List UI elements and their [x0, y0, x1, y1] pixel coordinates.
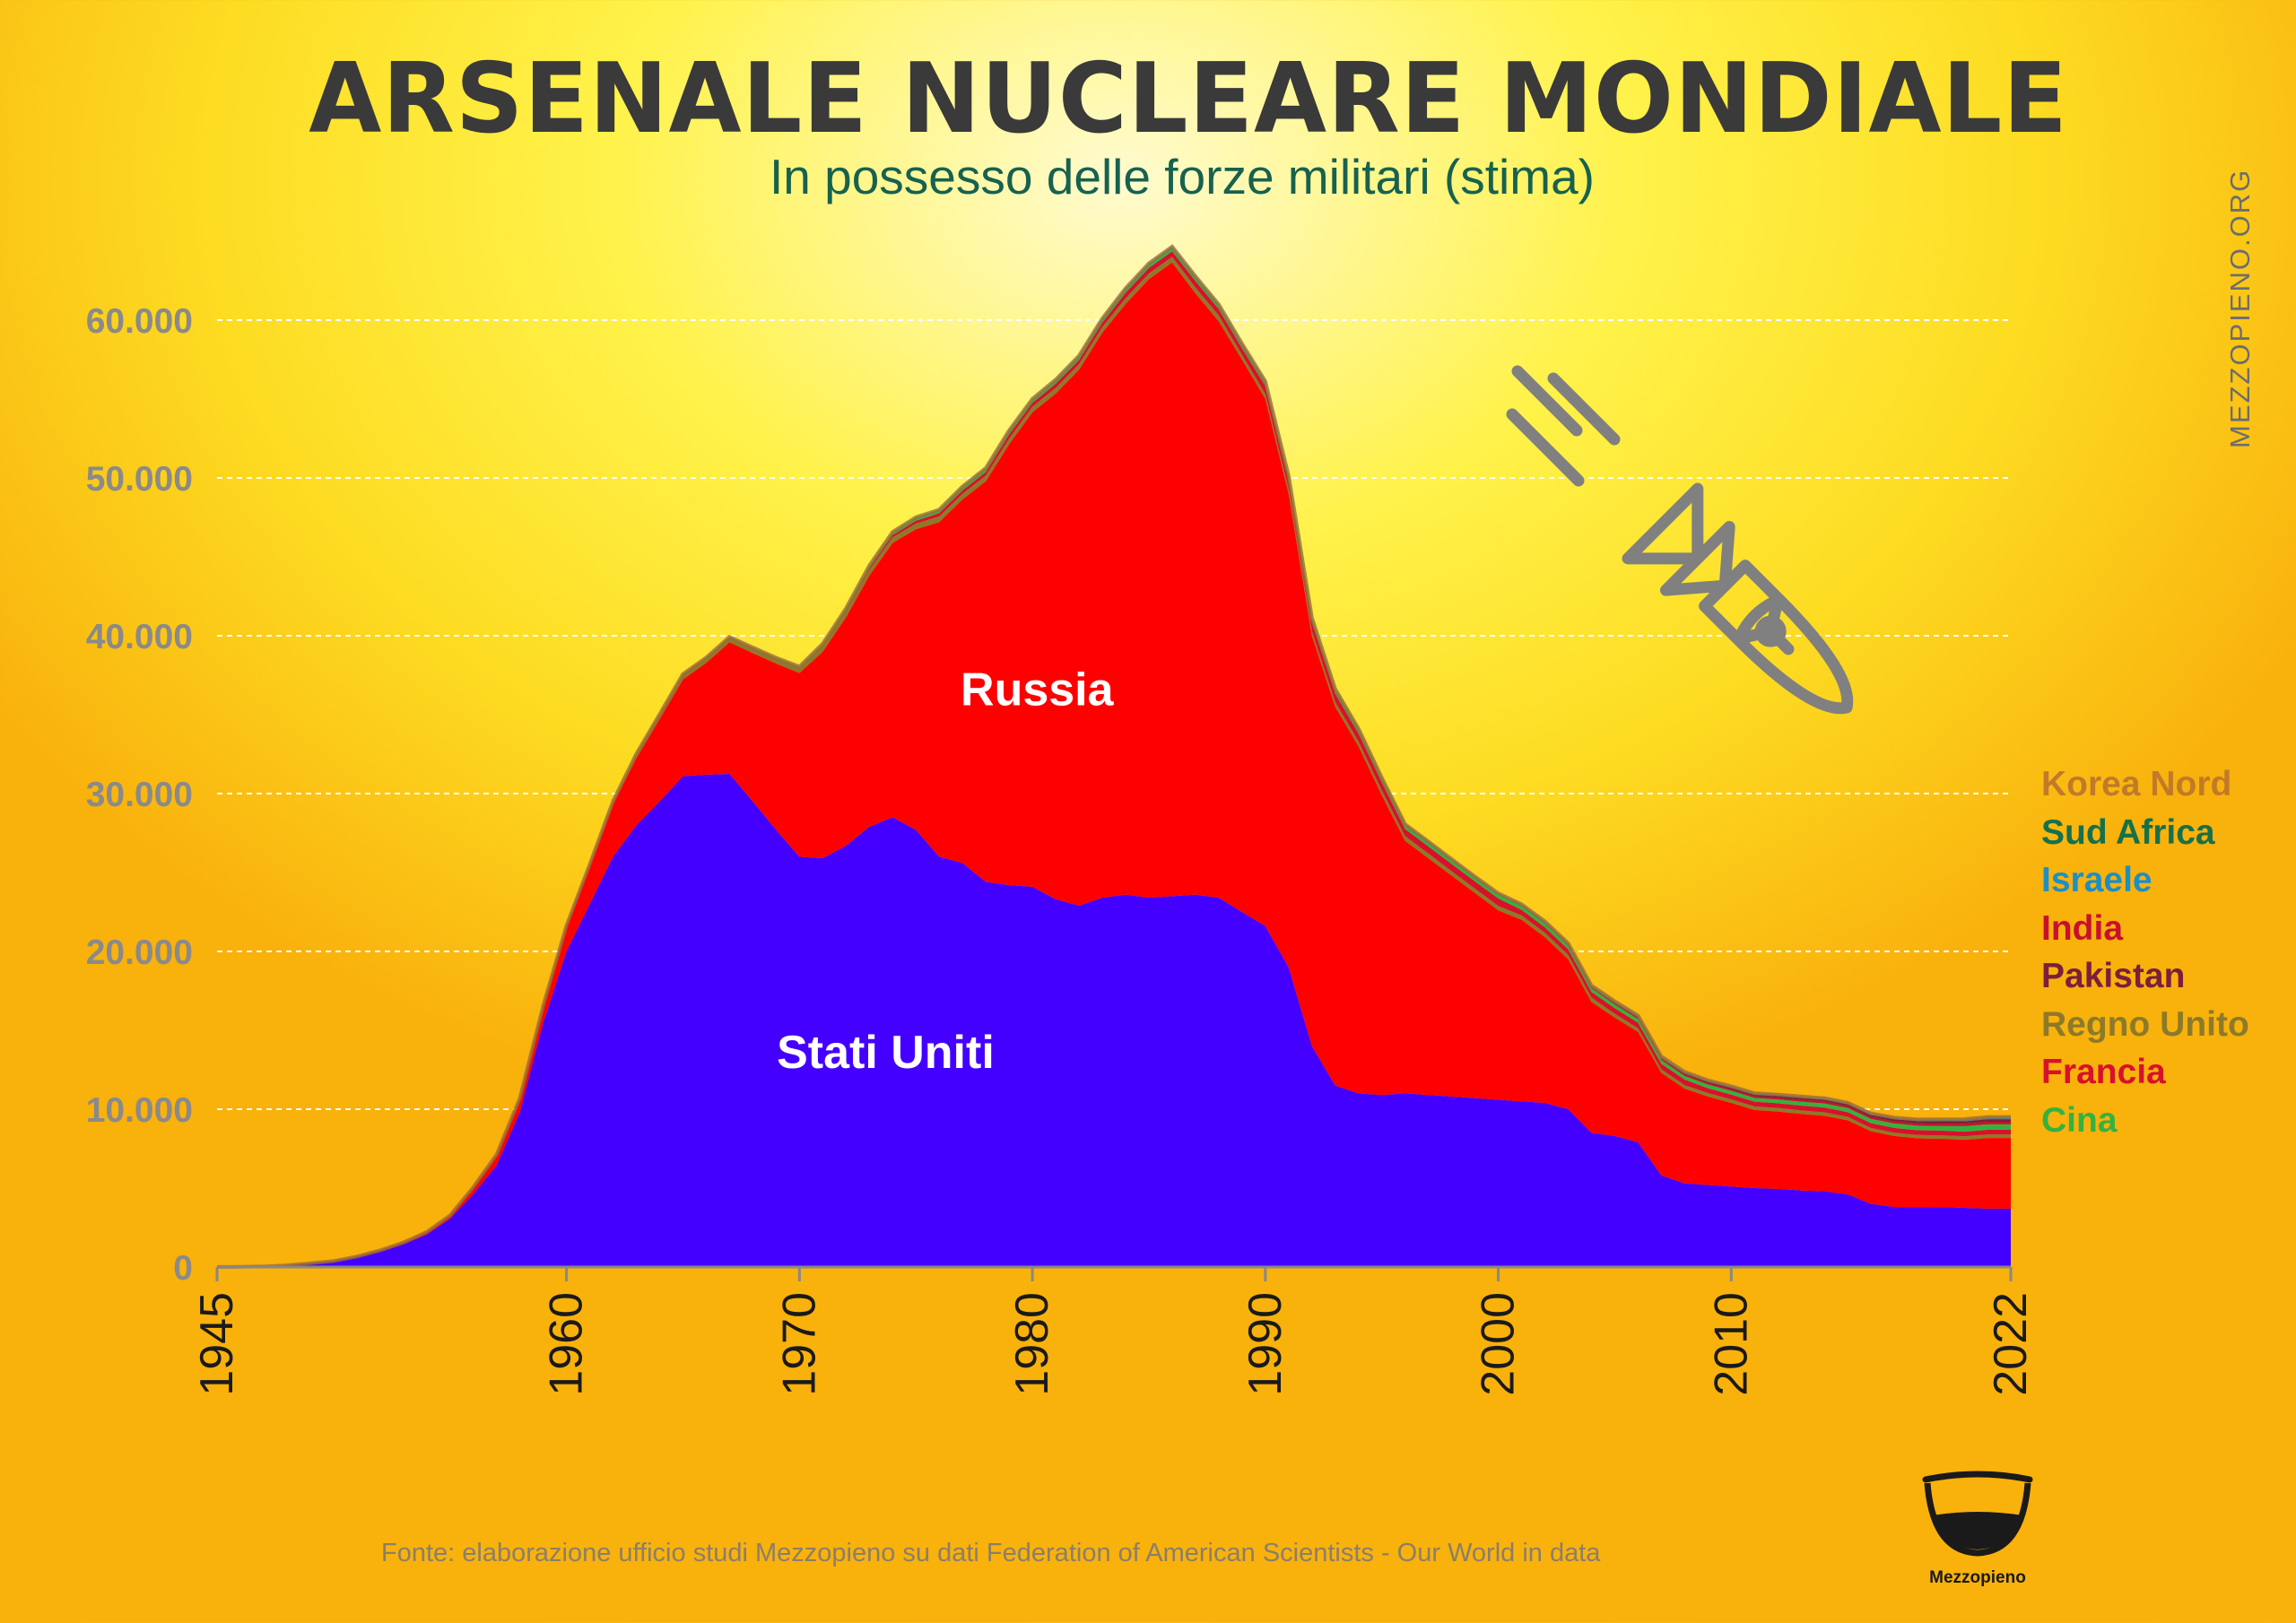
source-note: Fonte: elaborazione ufficio studi Mezzop…	[381, 1539, 1601, 1567]
y-tick-label: 10.000	[86, 1091, 193, 1130]
x-tick-label: 1960	[541, 1292, 593, 1396]
legend-item-francia: Francia	[2041, 1053, 2166, 1091]
y-tick-label: 50.000	[86, 460, 193, 499]
legend-item-regno-unito: Regno Unito	[2041, 1004, 2249, 1044]
y-tick-label: 20.000	[86, 933, 193, 972]
area-series	[216, 244, 2012, 1269]
y-tick-label: 30.000	[86, 776, 193, 814]
chart-subtitle: In possesso delle forze militari (stima)	[769, 149, 1595, 204]
x-tick-label: 2000	[1473, 1292, 1525, 1396]
legend-item-cina: Cina	[2041, 1100, 2118, 1140]
x-tick-label: 2010	[1705, 1292, 1757, 1396]
annotation-russia: Russia	[961, 664, 1115, 716]
legend-item-india: India	[2041, 908, 2124, 948]
legend-item-pakistan: Pakistan	[2041, 957, 2186, 995]
y-tick-labels: 0 10.000 20.000 30.000 40.000 50.000 60.000	[86, 302, 193, 1288]
axes	[215, 1265, 2013, 1281]
x-tick-labels: 1945 1960 1970 1980 1990 2000 2010 2022	[191, 1292, 2037, 1396]
x-tick-label: 2022	[1985, 1292, 2037, 1396]
half-full-glass-icon	[1922, 1471, 2033, 1557]
watermark-text: MEZZOPIENO.ORG	[2224, 168, 2256, 448]
x-tick-label: 1990	[1239, 1292, 1292, 1396]
area-stati-uniti	[217, 774, 2011, 1267]
logo-name: Mezzopieno	[1929, 1568, 2026, 1587]
logo: Mezzopieno	[1919, 1462, 2036, 1588]
legend-item-israele: Israele	[2041, 861, 2152, 899]
area-russia	[217, 262, 2011, 1267]
nuclear-bomb-icon	[1506, 365, 1854, 715]
legend: Korea Nord Sud Africa Israele India Pakistan…	[2041, 760, 2249, 1144]
legend-item-sud-africa: Sud Africa	[2041, 812, 2215, 852]
stack-top-edge	[216, 244, 2012, 1269]
x-tick-label: 1980	[1006, 1292, 1058, 1396]
x-tick-label: 1945	[191, 1292, 243, 1396]
y-tick-label: 60.000	[86, 302, 193, 341]
area-annotations: Russia Stati Uniti	[777, 664, 1115, 1079]
chart-title: ARSENALE NUCLEARE MONDIALE	[309, 43, 2068, 155]
annotation-stati-uniti: Stati Uniti	[777, 1027, 995, 1079]
legend-item-korea-nord: Korea Nord	[2041, 765, 2232, 803]
x-tick-label: 1970	[773, 1292, 825, 1396]
y-tick-label: 40.000	[86, 618, 193, 656]
y-tick-label: 0	[173, 1249, 193, 1288]
